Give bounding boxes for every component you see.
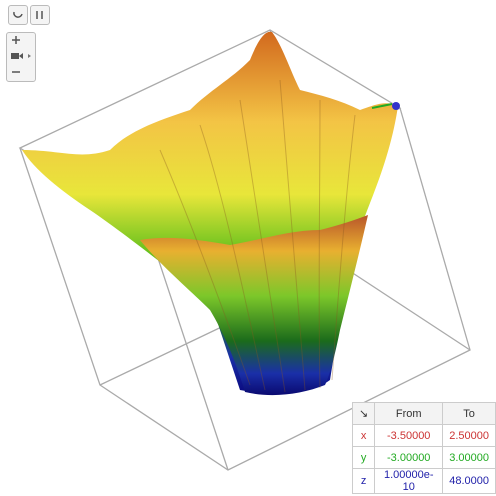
to-cell[interactable]: 2.50000 bbox=[442, 424, 496, 447]
control-icons bbox=[11, 11, 43, 73]
from-cell[interactable]: -3.50000 bbox=[374, 424, 444, 447]
corner-cell: ↘ bbox=[351, 402, 376, 425]
from-cell[interactable]: 1.00000e-10 bbox=[374, 468, 444, 494]
range-table: ↘ From To x -3.50000 2.50000 y -3.00000 … bbox=[351, 402, 496, 494]
range-row: x -3.50000 2.50000 bbox=[351, 424, 496, 447]
axis-marker bbox=[392, 102, 400, 110]
to-cell[interactable]: 48.0000 bbox=[442, 468, 496, 494]
axis-cell: x bbox=[351, 424, 376, 447]
axis-arrow bbox=[371, 103, 393, 109]
from-cell[interactable]: -3.00000 bbox=[374, 446, 444, 469]
header-row: ↘ From To bbox=[351, 402, 496, 425]
axis-cell: z bbox=[351, 468, 376, 494]
surface-back bbox=[22, 31, 398, 393]
axis-cell: y bbox=[351, 446, 376, 469]
surface-front bbox=[140, 215, 368, 396]
header-cell: From bbox=[374, 402, 444, 425]
header-cell: To bbox=[442, 402, 496, 425]
surface-folds bbox=[159, 79, 356, 393]
pause-button[interactable] bbox=[30, 5, 50, 25]
range-row: z 1.00000e-10 48.0000 bbox=[351, 468, 496, 494]
to-cell[interactable]: 3.00000 bbox=[442, 446, 496, 469]
reload-button[interactable] bbox=[8, 5, 28, 25]
range-row: y -3.00000 3.00000 bbox=[351, 446, 496, 469]
